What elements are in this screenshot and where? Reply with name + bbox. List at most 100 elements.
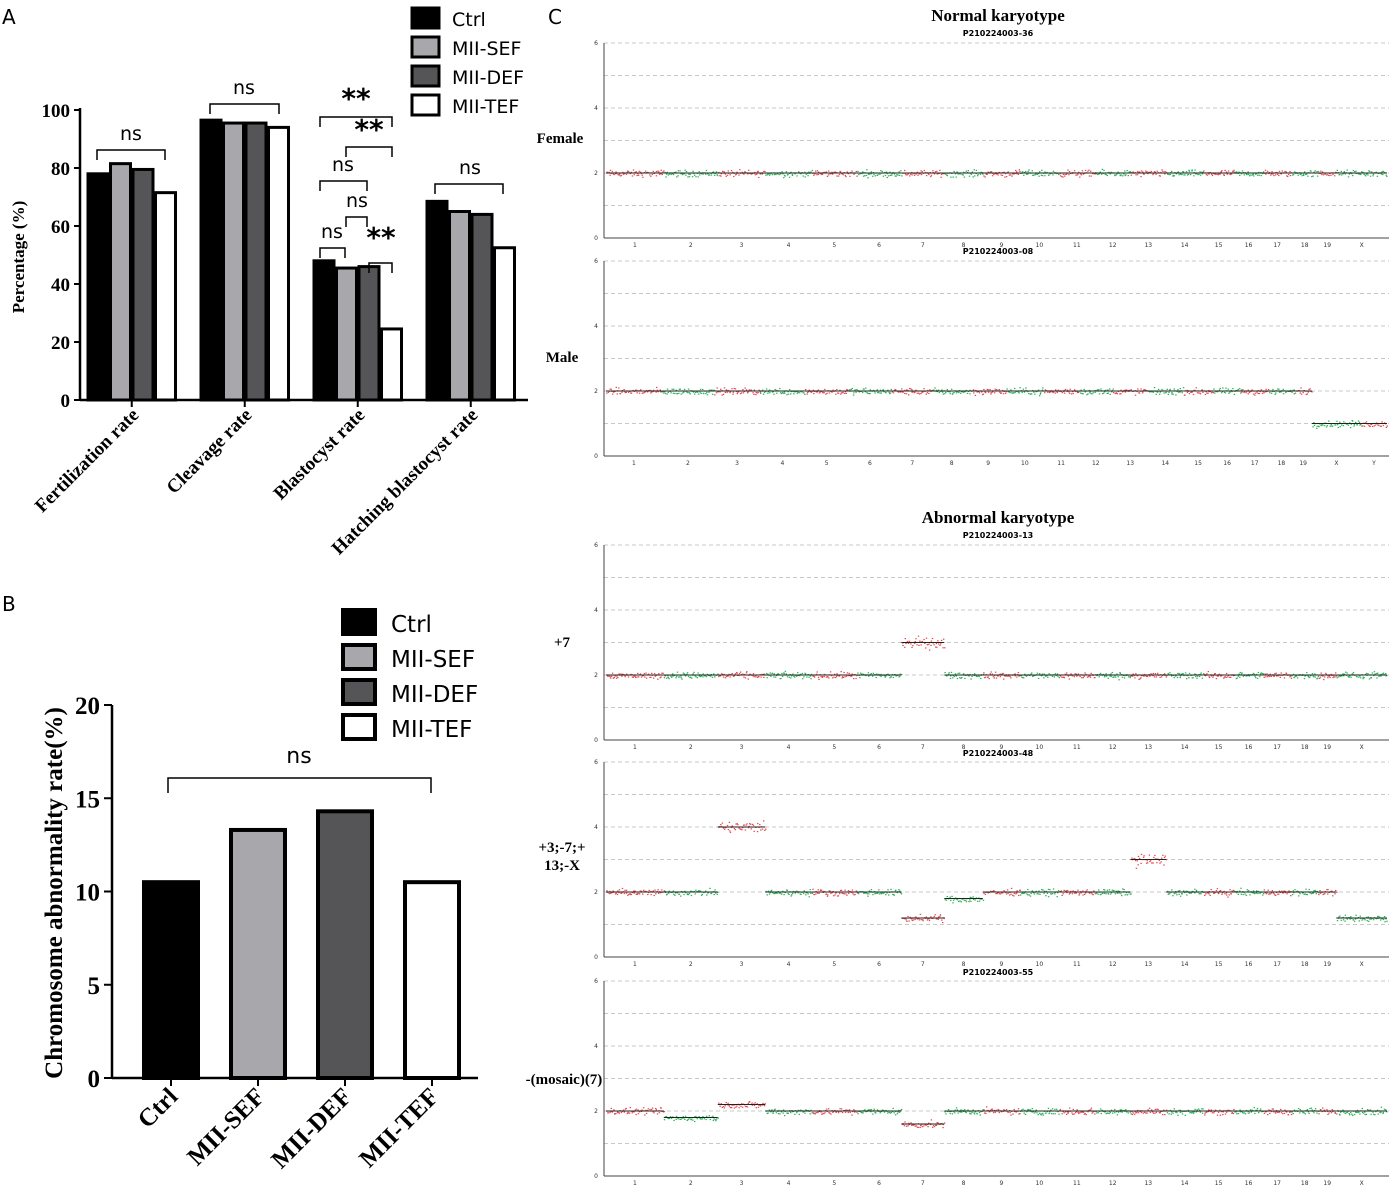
copy-number-point xyxy=(1308,888,1310,891)
copy-number-point xyxy=(1253,673,1256,675)
copy-number-point xyxy=(954,1112,956,1114)
copy-number-point xyxy=(1259,892,1261,894)
copy-number-point xyxy=(1346,169,1348,171)
copy-number-point xyxy=(630,171,633,173)
copy-number-point xyxy=(1196,675,1199,677)
copy-number-point xyxy=(913,174,916,176)
copy-number-point xyxy=(1240,392,1242,394)
copy-number-point xyxy=(675,171,677,173)
copy-number-point xyxy=(1019,675,1021,677)
copy-number-point xyxy=(1178,174,1180,176)
copy-number-point xyxy=(1330,424,1332,426)
copy-number-point xyxy=(1198,173,1200,176)
track-y-tick-label: 2 xyxy=(594,672,598,679)
copy-number-point xyxy=(1164,173,1166,175)
copy-number-point xyxy=(1015,1111,1017,1113)
copy-number-point xyxy=(647,893,649,896)
copy-number-point xyxy=(1334,1111,1336,1114)
copy-number-point xyxy=(986,1106,988,1108)
copy-number-point xyxy=(699,890,702,892)
copy-number-point xyxy=(771,1109,773,1111)
copy-number-point xyxy=(1113,676,1115,678)
copy-number-point xyxy=(1294,676,1296,678)
copy-number-point xyxy=(882,892,884,895)
copy-number-point xyxy=(839,1108,841,1110)
copy-number-point xyxy=(1213,892,1215,894)
copy-number-point xyxy=(885,894,887,896)
copy-number-point xyxy=(1382,174,1384,176)
copy-number-point xyxy=(1258,1112,1260,1114)
copy-number-point xyxy=(1125,174,1127,176)
copy-number-point xyxy=(1381,918,1383,920)
copy-number-point xyxy=(940,643,942,645)
copy-number-point xyxy=(803,890,805,892)
copy-number-point xyxy=(983,892,985,894)
copy-number-point xyxy=(610,675,613,677)
copy-number-point xyxy=(938,643,940,645)
copy-number-point xyxy=(692,1119,694,1121)
copy-number-point xyxy=(1313,676,1315,678)
copy-number-point xyxy=(1194,1108,1196,1110)
copy-number-point xyxy=(1361,1111,1364,1114)
legend-label-a: MII-DEF xyxy=(452,67,524,89)
copy-number-point xyxy=(1122,1109,1124,1111)
copy-number-point xyxy=(1349,918,1351,920)
copy-number-point xyxy=(694,393,696,395)
copy-number-point xyxy=(1260,389,1262,391)
copy-number-point xyxy=(864,892,866,894)
copy-number-point xyxy=(920,392,922,395)
copy-number-point xyxy=(1219,1109,1221,1111)
copy-number-point xyxy=(1199,174,1202,176)
copy-number-point xyxy=(783,894,785,896)
chromosome-X: X xyxy=(1336,914,1388,968)
copy-number-point xyxy=(784,175,786,177)
copy-number-point xyxy=(716,174,718,176)
copy-number-point xyxy=(1244,893,1246,895)
copy-number-point xyxy=(895,389,897,391)
copy-number-point xyxy=(837,392,839,394)
copy-number-point xyxy=(1010,389,1012,391)
copy-number-point xyxy=(1162,854,1164,856)
copy-number-point xyxy=(1124,174,1126,177)
copy-number-point xyxy=(1375,918,1378,920)
copy-number-point xyxy=(1109,393,1111,395)
copy-number-point xyxy=(759,173,761,175)
copy-number-point xyxy=(1137,171,1140,173)
copy-number-point xyxy=(1308,1112,1310,1114)
copy-number-point xyxy=(1310,1107,1313,1109)
copy-number-point xyxy=(885,675,887,677)
copy-number-point xyxy=(804,389,807,391)
copy-number-point xyxy=(1104,889,1106,891)
copy-number-point xyxy=(948,1111,951,1113)
copy-number-point xyxy=(686,391,688,393)
copy-number-point xyxy=(1070,673,1072,675)
copy-number-point xyxy=(987,171,989,173)
copy-number-point xyxy=(1031,393,1033,395)
copy-number-point xyxy=(669,1116,672,1118)
copy-number-point xyxy=(840,393,842,395)
copy-number-point xyxy=(984,176,986,178)
copy-number-point xyxy=(1120,393,1122,395)
copy-number-point xyxy=(1135,174,1137,176)
copy-number-point xyxy=(1340,919,1343,921)
copy-number-point xyxy=(1225,171,1228,173)
copy-number-point xyxy=(1235,678,1238,680)
significance-bracket xyxy=(209,103,280,114)
copy-number-point xyxy=(1124,170,1126,172)
copy-number-point xyxy=(1163,392,1165,394)
copy-number-point xyxy=(983,388,985,391)
copy-number-point xyxy=(1359,1113,1361,1115)
copy-number-point xyxy=(1188,677,1190,679)
chromosome-6: 6 xyxy=(856,672,903,751)
copy-number-point xyxy=(894,1114,897,1116)
copy-number-point xyxy=(1150,673,1152,675)
copy-number-point xyxy=(802,893,805,895)
copy-number-point xyxy=(1212,392,1215,394)
copy-number-point xyxy=(1372,1111,1374,1113)
copy-number-point xyxy=(762,389,764,391)
copy-number-point xyxy=(911,174,913,176)
copy-number-point xyxy=(1033,675,1035,677)
copy-number-point xyxy=(1225,672,1228,675)
copy-number-point xyxy=(678,388,681,390)
copy-number-point xyxy=(1258,171,1260,173)
